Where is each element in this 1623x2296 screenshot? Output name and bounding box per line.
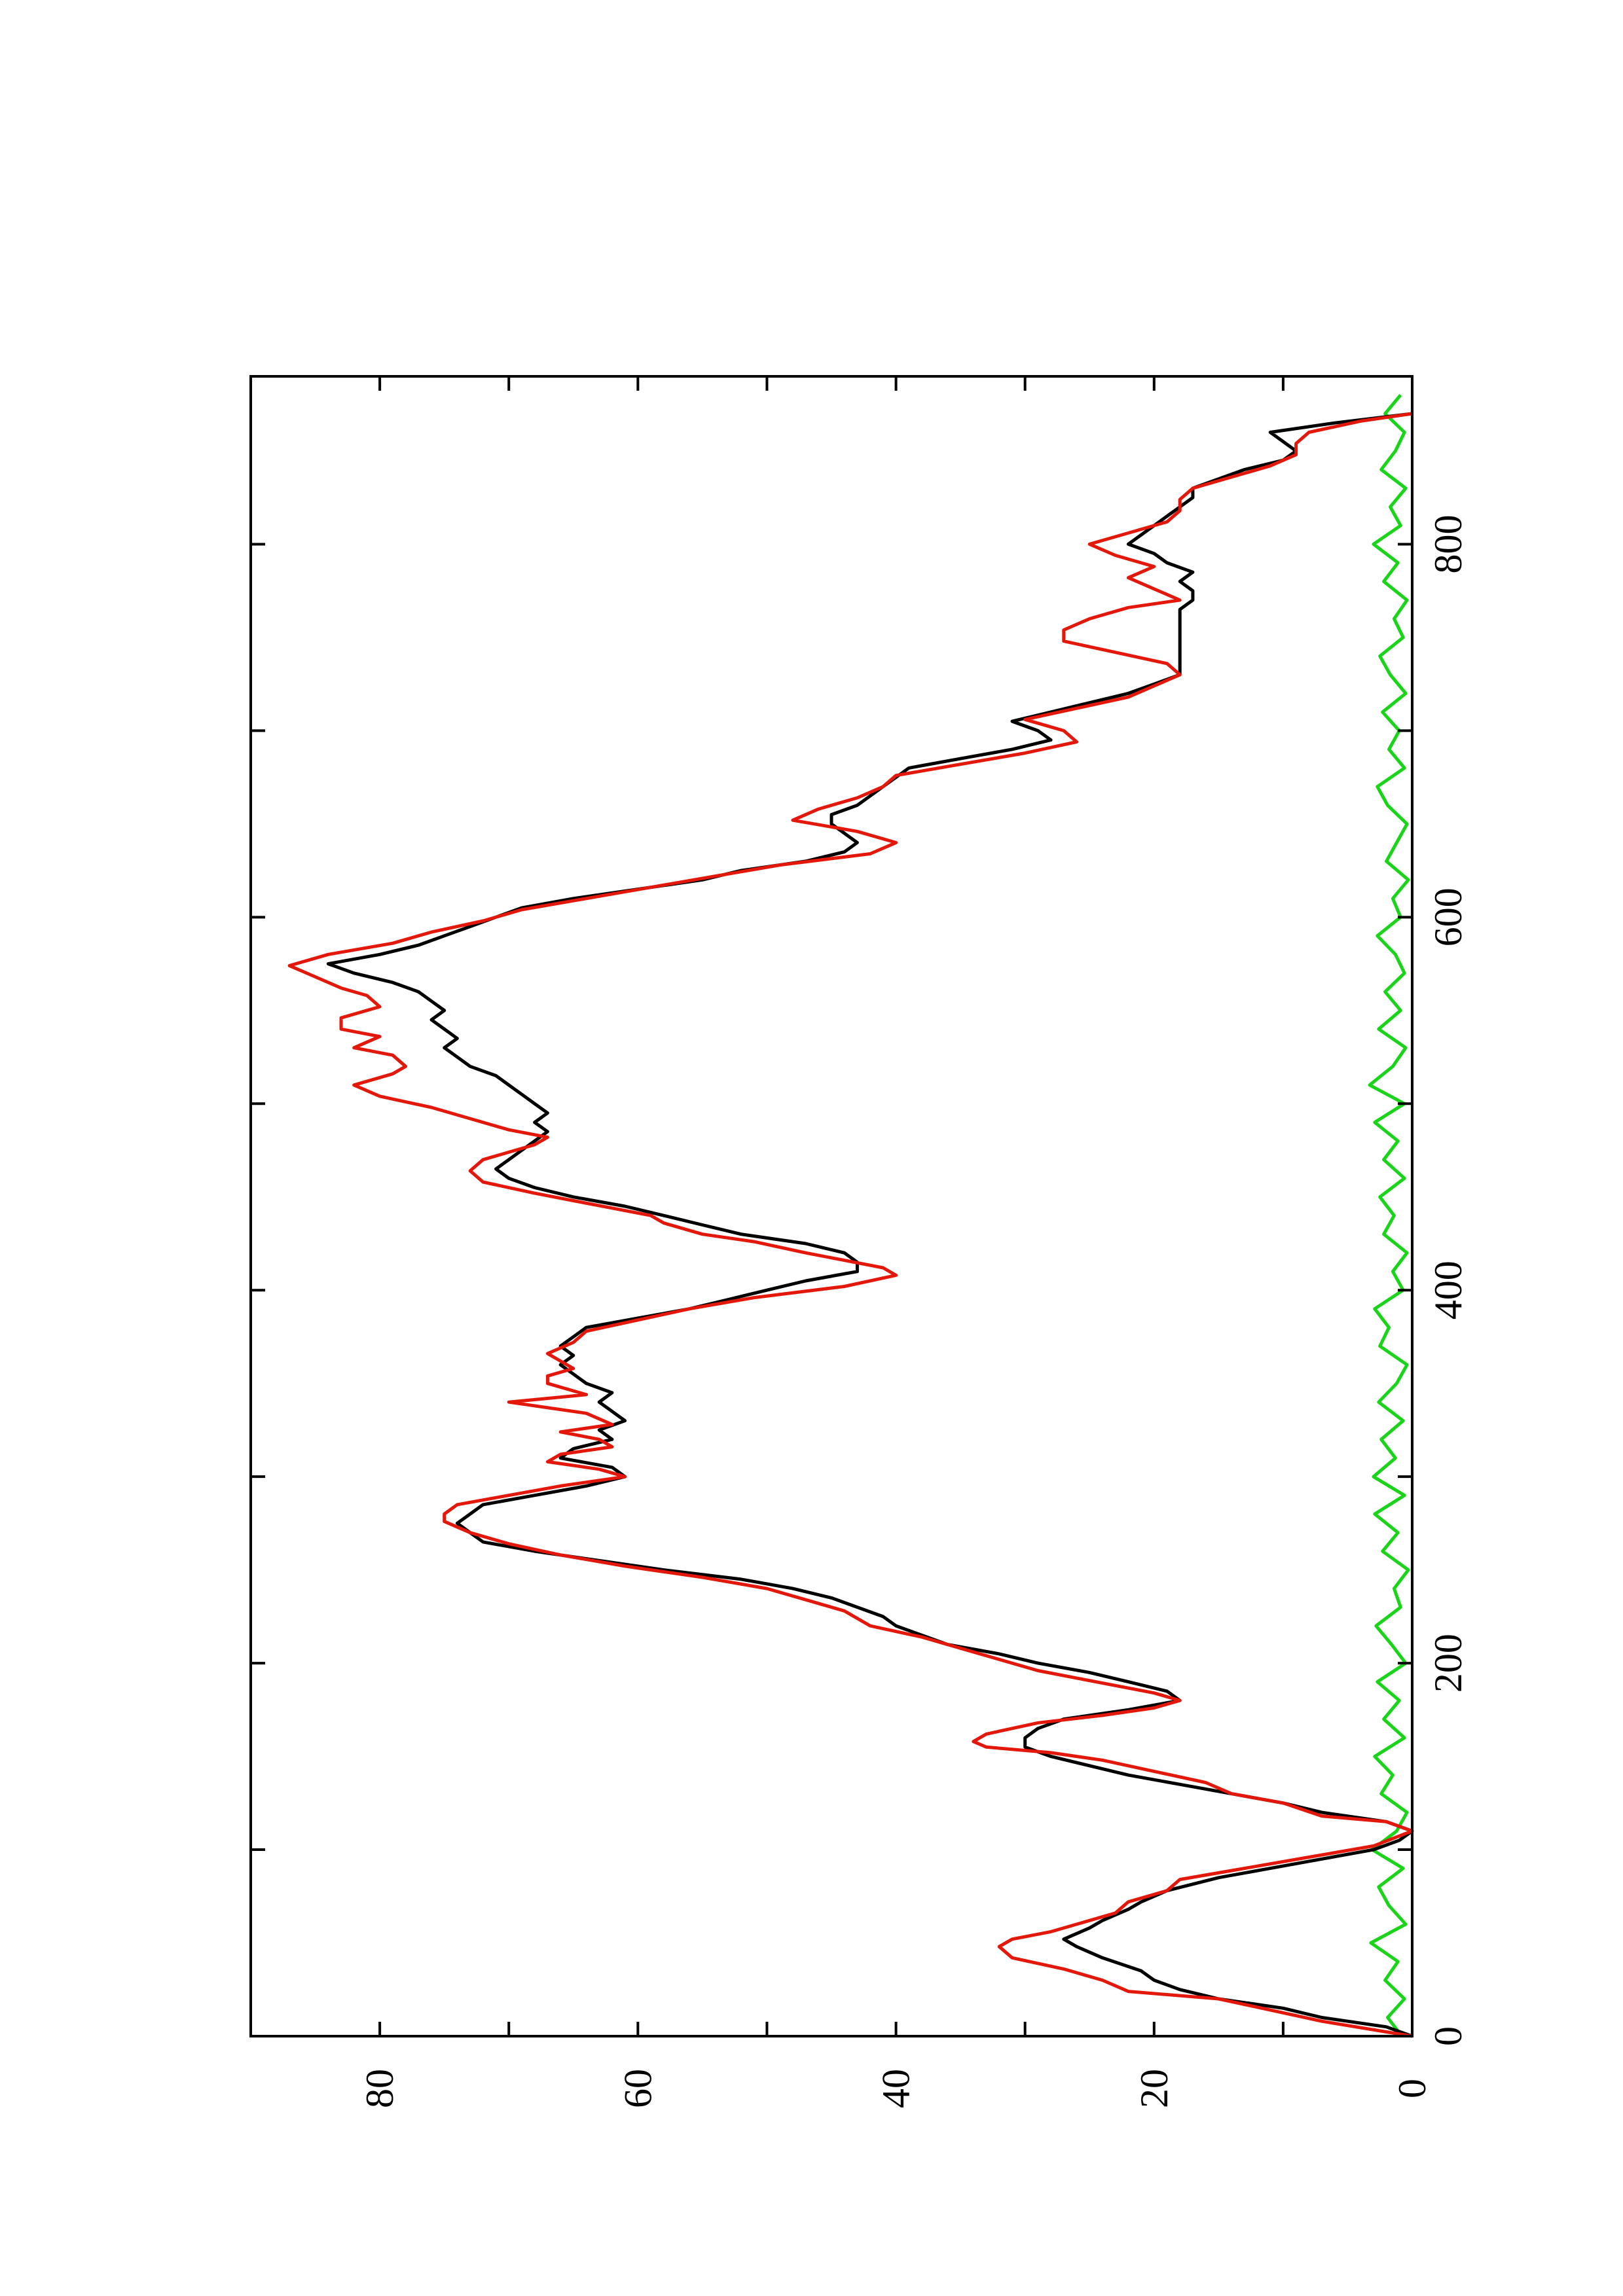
y-tick-label: 0 (1391, 2079, 1434, 2098)
series-line-green (1368, 393, 1410, 2037)
y-tick-label: 60 (616, 2069, 659, 2108)
plot-area (287, 393, 1414, 2038)
series-line-red (287, 412, 1414, 2038)
plot-frame (249, 375, 1413, 2037)
x-tick-label: 400 (1427, 1261, 1470, 1319)
x-tick-label: 200 (1427, 1634, 1470, 1693)
axis-tick-labels: 0 200 400 600 800 0 20 40 60 80 (358, 514, 1470, 2108)
x-tick-label: 0 (1427, 2026, 1470, 2046)
x-tick-label: 600 (1427, 888, 1470, 946)
y-tick-label: 40 (875, 2069, 918, 2108)
y-tick-label: 80 (358, 2069, 401, 2108)
x-tick-label: 800 (1427, 514, 1470, 573)
axis-ticks (251, 376, 1413, 2037)
y-tick-label: 20 (1133, 2069, 1176, 2108)
